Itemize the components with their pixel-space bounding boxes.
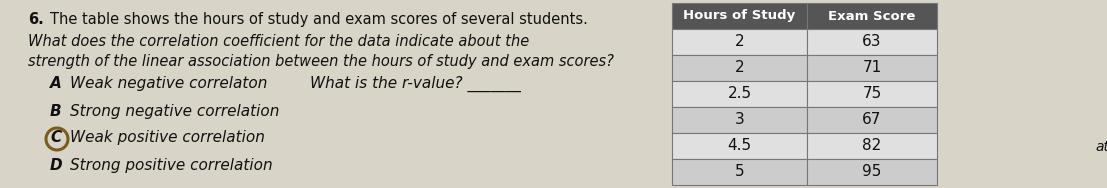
Bar: [672, 133, 807, 159]
Bar: [672, 81, 807, 107]
Bar: [807, 133, 937, 159]
Bar: [672, 55, 807, 81]
Text: 2: 2: [735, 35, 744, 49]
Bar: [807, 55, 937, 81]
Text: 67: 67: [862, 112, 881, 127]
Text: Strong positive correlation: Strong positive correlation: [70, 158, 272, 173]
Text: C: C: [50, 130, 61, 145]
Text: Strong negative correlation: Strong negative correlation: [70, 104, 279, 119]
Bar: [807, 159, 937, 185]
Text: What is the r-value? _______: What is the r-value? _______: [310, 76, 521, 92]
Text: B: B: [50, 104, 62, 119]
Text: D: D: [50, 158, 63, 173]
Bar: [672, 29, 807, 55]
Bar: [807, 107, 937, 133]
Text: 82: 82: [862, 139, 881, 153]
Text: 63: 63: [862, 35, 882, 49]
Text: 5: 5: [735, 164, 744, 180]
Text: What does the correlation coefficient for the data indicate about the: What does the correlation coefficient fo…: [28, 34, 529, 49]
Text: 71: 71: [862, 61, 881, 76]
Bar: [807, 29, 937, 55]
Text: 2.5: 2.5: [727, 86, 752, 102]
Text: 95: 95: [862, 164, 881, 180]
Text: strength of the linear association between the hours of study and exam scores?: strength of the linear association betwe…: [28, 54, 614, 69]
Text: 4.5: 4.5: [727, 139, 752, 153]
Text: Exam Score: Exam Score: [828, 10, 915, 23]
Bar: [672, 107, 807, 133]
Text: 75: 75: [862, 86, 881, 102]
Text: The table shows the hours of study and exam scores of several students.: The table shows the hours of study and e…: [50, 12, 588, 27]
Text: Weak positive correlation: Weak positive correlation: [70, 130, 265, 145]
Text: 6.: 6.: [28, 12, 44, 27]
Text: A: A: [50, 76, 62, 91]
Bar: [672, 159, 807, 185]
Text: 2: 2: [735, 61, 744, 76]
Text: Hours of Study: Hours of Study: [683, 10, 796, 23]
Bar: [807, 3, 937, 29]
Text: Weak negative correlaton: Weak negative correlaton: [70, 76, 268, 91]
Bar: [672, 3, 807, 29]
Text: at: at: [1095, 140, 1107, 154]
Bar: [807, 81, 937, 107]
Text: 3: 3: [735, 112, 744, 127]
